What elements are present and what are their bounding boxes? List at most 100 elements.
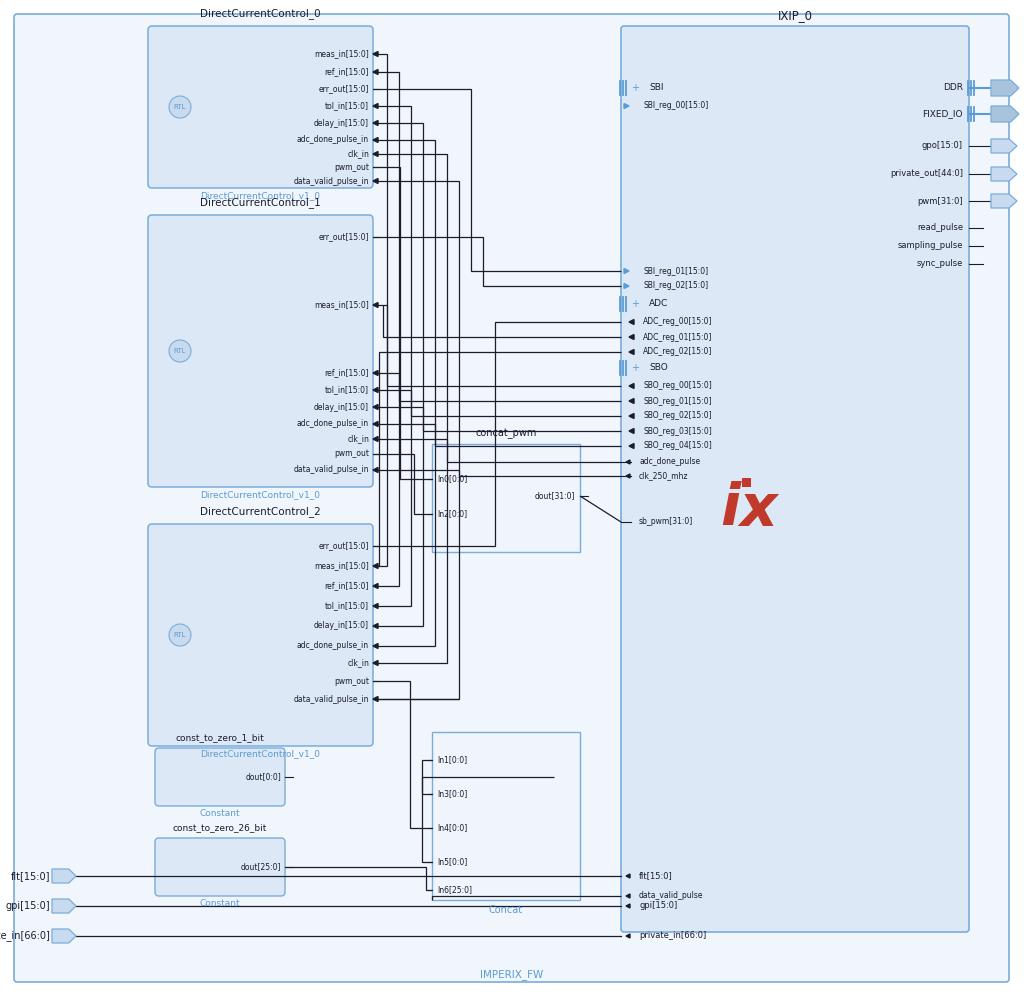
FancyBboxPatch shape	[148, 215, 373, 487]
Polygon shape	[52, 869, 76, 883]
Text: DirectCurrentControl_v1_0: DirectCurrentControl_v1_0	[201, 490, 321, 499]
FancyBboxPatch shape	[148, 524, 373, 746]
Bar	[742, 478, 751, 487]
FancyBboxPatch shape	[155, 838, 285, 896]
Text: FIXED_IO: FIXED_IO	[923, 109, 963, 118]
Polygon shape	[629, 383, 634, 388]
Polygon shape	[626, 934, 630, 938]
Circle shape	[169, 624, 191, 646]
Text: adc_done_pulse: adc_done_pulse	[639, 457, 700, 466]
Text: delay_in[15:0]: delay_in[15:0]	[314, 118, 369, 127]
Text: Constant: Constant	[200, 810, 241, 819]
Text: SBO: SBO	[649, 363, 668, 372]
Polygon shape	[629, 413, 634, 418]
Text: tol_in[15:0]: tol_in[15:0]	[325, 385, 369, 394]
Polygon shape	[373, 436, 378, 441]
Polygon shape	[991, 80, 1019, 96]
Polygon shape	[52, 899, 76, 913]
Text: tol_in[15:0]: tol_in[15:0]	[325, 602, 369, 611]
Polygon shape	[373, 624, 378, 629]
Circle shape	[169, 96, 191, 118]
Polygon shape	[373, 421, 378, 426]
Text: SBI: SBI	[649, 83, 664, 92]
Text: gpi[15:0]: gpi[15:0]	[5, 901, 50, 911]
Text: DirectCurrentControl_v1_0: DirectCurrentControl_v1_0	[201, 750, 321, 759]
Text: In0[0:0]: In0[0:0]	[437, 474, 467, 483]
Text: ref_in[15:0]: ref_in[15:0]	[325, 67, 369, 76]
Text: meas_in[15:0]: meas_in[15:0]	[314, 300, 369, 309]
Text: dout[25:0]: dout[25:0]	[241, 863, 281, 872]
Text: clk_in: clk_in	[347, 149, 369, 158]
Bar	[432, 444, 580, 552]
Text: pwm_out: pwm_out	[334, 449, 369, 458]
Polygon shape	[373, 302, 378, 307]
Text: sampling_pulse: sampling_pulse	[897, 241, 963, 250]
Text: private_in[66:0]: private_in[66:0]	[0, 931, 50, 942]
Text: ix: ix	[720, 481, 777, 539]
Polygon shape	[991, 139, 1017, 153]
Polygon shape	[991, 167, 1017, 181]
Text: data_valid_pulse: data_valid_pulse	[639, 892, 703, 901]
Polygon shape	[373, 661, 378, 666]
Text: +: +	[631, 363, 639, 373]
Text: DirectCurrentControl_v1_0: DirectCurrentControl_v1_0	[201, 191, 321, 200]
Text: data_valid_pulse_in: data_valid_pulse_in	[294, 176, 369, 185]
Text: SBO_reg_01[15:0]: SBO_reg_01[15:0]	[643, 396, 712, 405]
Text: In6[25:0]: In6[25:0]	[437, 886, 472, 895]
Text: meas_in[15:0]: meas_in[15:0]	[314, 562, 369, 571]
Text: SBO_reg_04[15:0]: SBO_reg_04[15:0]	[643, 441, 712, 450]
FancyBboxPatch shape	[14, 14, 1009, 982]
Text: dout[0:0]: dout[0:0]	[246, 773, 281, 782]
Polygon shape	[626, 474, 630, 478]
Polygon shape	[626, 894, 630, 898]
Text: gpo[15:0]: gpo[15:0]	[922, 141, 963, 150]
Polygon shape	[373, 137, 378, 142]
Text: err_out[15:0]: err_out[15:0]	[318, 542, 369, 551]
Polygon shape	[373, 387, 378, 392]
Polygon shape	[373, 69, 378, 74]
Text: private_out[44:0]: private_out[44:0]	[890, 169, 963, 178]
Polygon shape	[991, 106, 1019, 122]
Polygon shape	[626, 874, 630, 878]
Polygon shape	[373, 120, 378, 125]
Polygon shape	[624, 268, 629, 273]
Polygon shape	[629, 428, 634, 433]
Text: read_pulse: read_pulse	[916, 223, 963, 232]
Circle shape	[169, 340, 191, 362]
Text: const_to_zero_26_bit: const_to_zero_26_bit	[173, 824, 267, 833]
Text: concat_pwm: concat_pwm	[475, 428, 537, 439]
Polygon shape	[373, 467, 378, 472]
Text: In4[0:0]: In4[0:0]	[437, 824, 467, 833]
Polygon shape	[373, 564, 378, 569]
Text: DirectCurrentControl_0: DirectCurrentControl_0	[200, 9, 321, 19]
Polygon shape	[373, 644, 378, 649]
Text: data_valid_pulse_in: data_valid_pulse_in	[294, 695, 369, 704]
Polygon shape	[624, 103, 629, 108]
Text: RTL: RTL	[174, 348, 186, 354]
Text: delay_in[15:0]: delay_in[15:0]	[314, 402, 369, 411]
Text: In3[0:0]: In3[0:0]	[437, 790, 467, 799]
Text: gpi[15:0]: gpi[15:0]	[639, 902, 677, 911]
Text: meas_in[15:0]: meas_in[15:0]	[314, 49, 369, 58]
Text: In5[0:0]: In5[0:0]	[437, 858, 467, 867]
Text: adc_done_pulse_in: adc_done_pulse_in	[297, 642, 369, 651]
Text: SBO_reg_02[15:0]: SBO_reg_02[15:0]	[643, 411, 712, 420]
Text: private_in[66:0]: private_in[66:0]	[639, 932, 707, 941]
Text: clk_in: clk_in	[347, 659, 369, 668]
Polygon shape	[373, 604, 378, 609]
Text: SBI_reg_00[15:0]: SBI_reg_00[15:0]	[643, 101, 709, 110]
Polygon shape	[629, 319, 634, 324]
Text: ref_in[15:0]: ref_in[15:0]	[325, 582, 369, 591]
Text: DDR: DDR	[943, 83, 963, 92]
Text: clk_250_mhz: clk_250_mhz	[639, 471, 688, 480]
Text: clk_in: clk_in	[347, 434, 369, 443]
Text: Constant: Constant	[200, 900, 241, 909]
Text: DirectCurrentControl_2: DirectCurrentControl_2	[200, 507, 321, 518]
Text: sb_pwm[31:0]: sb_pwm[31:0]	[639, 518, 693, 527]
Text: +: +	[631, 299, 639, 309]
Text: pwm_out: pwm_out	[334, 677, 369, 686]
Polygon shape	[373, 697, 378, 702]
Polygon shape	[373, 178, 378, 183]
Polygon shape	[629, 398, 634, 403]
Polygon shape	[626, 904, 630, 908]
